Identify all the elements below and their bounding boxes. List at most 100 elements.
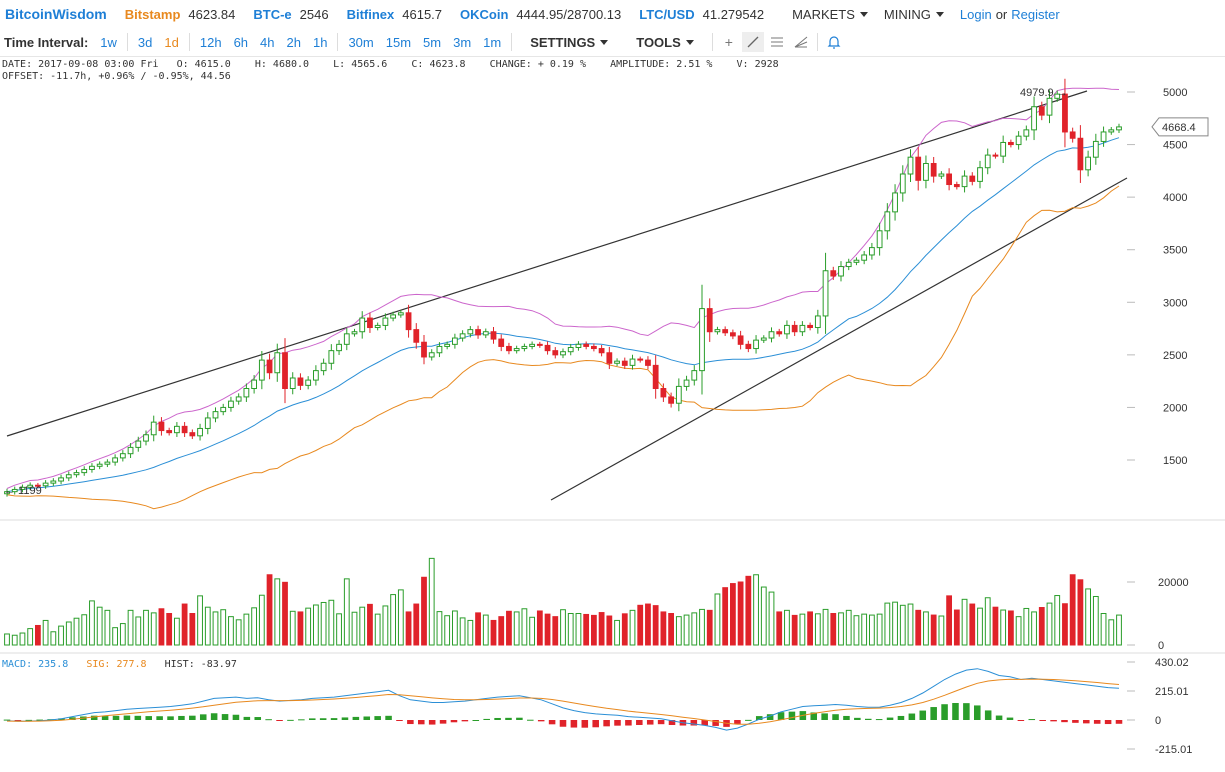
fan-icon[interactable] xyxy=(790,32,812,52)
candle-body[interactable] xyxy=(11,488,18,493)
candle-body[interactable] xyxy=(42,482,49,487)
candle-body[interactable] xyxy=(660,388,667,398)
candle-body[interactable] xyxy=(753,339,759,350)
candle-body[interactable] xyxy=(977,167,983,182)
ticker-exchange-bitstamp[interactable]: Bitstamp xyxy=(124,6,181,22)
candle-body[interactable] xyxy=(274,352,281,374)
candle-body[interactable] xyxy=(258,359,265,381)
candle-body[interactable] xyxy=(390,314,397,319)
candle-body[interactable] xyxy=(312,370,319,381)
candle-body[interactable] xyxy=(220,406,227,413)
candle-body[interactable] xyxy=(729,332,736,337)
mining-menu[interactable]: MINING xyxy=(884,7,944,22)
candle-body[interactable] xyxy=(112,457,119,463)
candle-body[interactable] xyxy=(436,345,443,354)
candle-body[interactable] xyxy=(529,343,536,347)
candle-body[interactable] xyxy=(791,324,798,333)
candle-body[interactable] xyxy=(1108,129,1115,133)
candle-body[interactable] xyxy=(892,192,898,213)
alarm-icon[interactable] xyxy=(823,32,845,52)
candle-body[interactable] xyxy=(907,156,914,175)
candle-body[interactable] xyxy=(506,345,512,352)
candle-body[interactable] xyxy=(969,175,976,182)
candle-body[interactable] xyxy=(289,377,296,390)
candle-body[interactable] xyxy=(938,173,945,177)
candle-body[interactable] xyxy=(923,162,929,181)
candle-body[interactable] xyxy=(1116,126,1122,131)
candle-body[interactable] xyxy=(65,474,72,479)
candle-body[interactable] xyxy=(768,331,775,339)
ticker-exchange-btce[interactable]: BTC-e xyxy=(253,6,292,22)
candle-body[interactable] xyxy=(397,312,404,316)
candle-body[interactable] xyxy=(953,184,960,188)
candle-body[interactable] xyxy=(189,432,196,437)
candle-body[interactable] xyxy=(467,329,474,335)
candle-body[interactable] xyxy=(868,247,875,256)
candle-body[interactable] xyxy=(382,317,389,326)
candle-body[interactable] xyxy=(359,317,366,333)
candle-body[interactable] xyxy=(930,162,937,177)
candle-body[interactable] xyxy=(104,461,111,465)
candle-body[interactable] xyxy=(482,331,489,336)
candle-body[interactable] xyxy=(197,427,203,437)
candle-body[interactable] xyxy=(27,484,34,488)
candle-body[interactable] xyxy=(629,358,636,366)
candle-body[interactable] xyxy=(838,266,844,277)
ticker-exchange-ltcusd[interactable]: LTC/USD xyxy=(639,6,695,22)
candle-body[interactable] xyxy=(73,472,80,476)
candle-body[interactable] xyxy=(876,230,883,249)
candle-body[interactable] xyxy=(328,350,335,364)
candle-body[interactable] xyxy=(150,421,157,436)
candle-body[interactable] xyxy=(799,324,806,333)
candle-body[interactable] xyxy=(4,491,10,495)
upper-trendline[interactable] xyxy=(6,90,1088,437)
interval-1d[interactable]: 1d xyxy=(164,34,179,50)
candle-body[interactable] xyxy=(683,379,690,387)
candle-body[interactable] xyxy=(992,154,999,157)
candle-body[interactable] xyxy=(166,430,173,434)
candle-body[interactable] xyxy=(444,343,451,347)
candle-body[interactable] xyxy=(652,364,659,390)
settings-menu[interactable]: SETTINGS xyxy=(530,35,609,50)
candle-body[interactable] xyxy=(1062,93,1068,133)
candle-body[interactable] xyxy=(451,337,458,345)
candle-body[interactable] xyxy=(1092,140,1099,158)
candle-body[interactable] xyxy=(1000,141,1007,157)
candle-body[interactable] xyxy=(760,337,767,341)
interval-30m[interactable]: 30m xyxy=(348,34,374,50)
candle-body[interactable] xyxy=(675,385,682,404)
interval-4h[interactable]: 4h xyxy=(260,34,275,50)
candle-body[interactable] xyxy=(336,343,342,352)
ticker-exchange-bitfinex[interactable]: Bitfinex xyxy=(346,6,395,22)
candle-body[interactable] xyxy=(645,359,651,366)
interval-1h[interactable]: 1h xyxy=(312,34,328,50)
candle-body[interactable] xyxy=(1046,97,1053,116)
candle-body[interactable] xyxy=(413,329,420,343)
candle-body[interactable] xyxy=(668,396,675,404)
interval-3d[interactable]: 3d xyxy=(137,34,153,50)
candle-body[interactable] xyxy=(282,352,288,390)
candle-body[interactable] xyxy=(699,308,705,372)
candle-body[interactable] xyxy=(1077,137,1084,171)
candle-body[interactable] xyxy=(946,173,953,186)
lower-trendline[interactable] xyxy=(550,177,1128,501)
candle-body[interactable] xyxy=(343,333,350,345)
candle-body[interactable] xyxy=(544,344,551,352)
candle-body[interactable] xyxy=(899,173,906,194)
candle-body[interactable] xyxy=(1015,135,1022,146)
candle-body[interactable] xyxy=(173,425,180,434)
candle-body[interactable] xyxy=(560,351,566,356)
candle-body[interactable] xyxy=(1038,106,1045,116)
candle-body[interactable] xyxy=(235,396,242,402)
candle-body[interactable] xyxy=(575,343,582,348)
tools-menu[interactable]: TOOLS xyxy=(636,35,694,50)
candle-body[interactable] xyxy=(784,324,790,335)
candle-body[interactable] xyxy=(81,468,88,474)
markets-menu[interactable]: MARKETS xyxy=(792,7,868,22)
candle-body[interactable] xyxy=(181,425,188,434)
candle-body[interactable] xyxy=(830,270,837,277)
candle-body[interactable] xyxy=(374,324,381,329)
candle-body[interactable] xyxy=(498,338,505,347)
register-link[interactable]: Register xyxy=(1011,6,1060,22)
